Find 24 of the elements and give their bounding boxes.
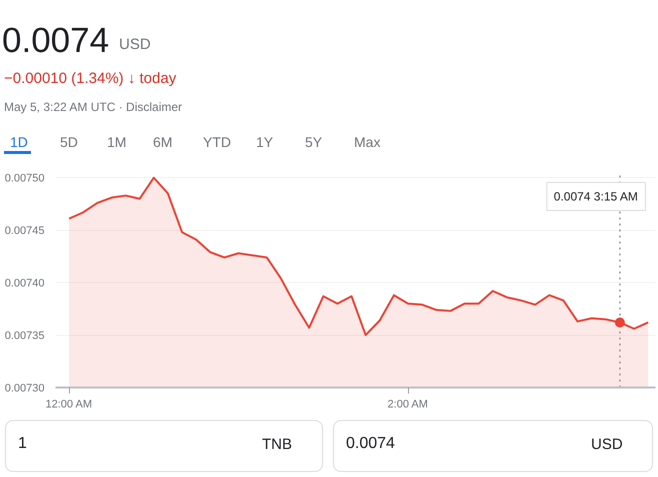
text: USD: [119, 35, 151, 55]
text: 0.0074: [346, 434, 395, 454]
text: 1M: [107, 133, 126, 152]
text: 5D: [60, 133, 78, 152]
annotation: 0.0074 3:15 AM: [554, 190, 638, 204]
y-tick-label: 0.00735: [4, 330, 45, 342]
y-tick-label: 0.00740: [4, 278, 45, 290]
y-tick-label: 0.00750: [4, 172, 45, 185]
text: 1D: [10, 133, 28, 152]
y-tick-label: 0.00745: [4, 225, 45, 238]
text: 5Y: [305, 133, 322, 152]
text: YTD: [203, 133, 231, 152]
text: USD: [591, 435, 623, 455]
text: 1: [18, 434, 27, 454]
text: May 5, 3:22 AM UTC · Disclaimer: [4, 99, 182, 116]
x-tick-label: 2:00 AM: [388, 398, 428, 410]
x-tick-label: 12:00 AM: [46, 398, 92, 410]
chart-subtitle: −0.00010 (1.34%) ↓ today: [4, 69, 176, 89]
text: 1Y: [256, 133, 274, 152]
y-tick-label: 0.00730: [4, 382, 45, 394]
text: TNB: [262, 435, 292, 455]
text: 0.0074: [2, 20, 110, 62]
text: Max: [354, 133, 380, 152]
text: 6M: [153, 133, 172, 152]
